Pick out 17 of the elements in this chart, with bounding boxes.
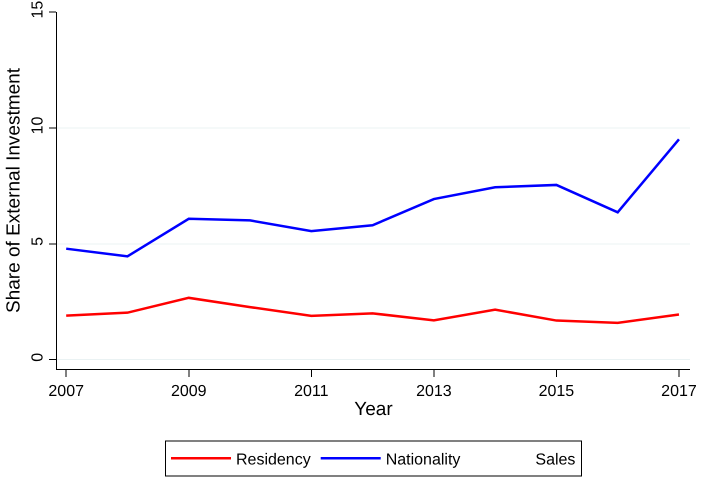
- y-axis-title: Share of External Investment: [3, 67, 24, 314]
- x-tick-label: 2009: [170, 383, 207, 400]
- x-tick-label: 2007: [48, 383, 84, 400]
- y-tick-label: 15: [30, 0, 47, 18]
- x-tick-label: 2015: [538, 383, 574, 400]
- legend-label: Nationality: [386, 452, 460, 469]
- x-axis-title: Year: [354, 399, 394, 420]
- line-series: [64, 296, 680, 324]
- line-series: [64, 138, 680, 258]
- x-tick-label: 2013: [416, 383, 452, 400]
- x-tick-label: 2017: [661, 383, 697, 400]
- x-tick-label: 2011: [294, 383, 329, 400]
- y-tick-label: 0: [30, 352, 47, 362]
- y-tick-label: 5: [30, 236, 47, 246]
- text: Sales: [535, 452, 576, 469]
- y-tick-label: 10: [30, 116, 47, 134]
- legend-label: Residency: [236, 452, 311, 469]
